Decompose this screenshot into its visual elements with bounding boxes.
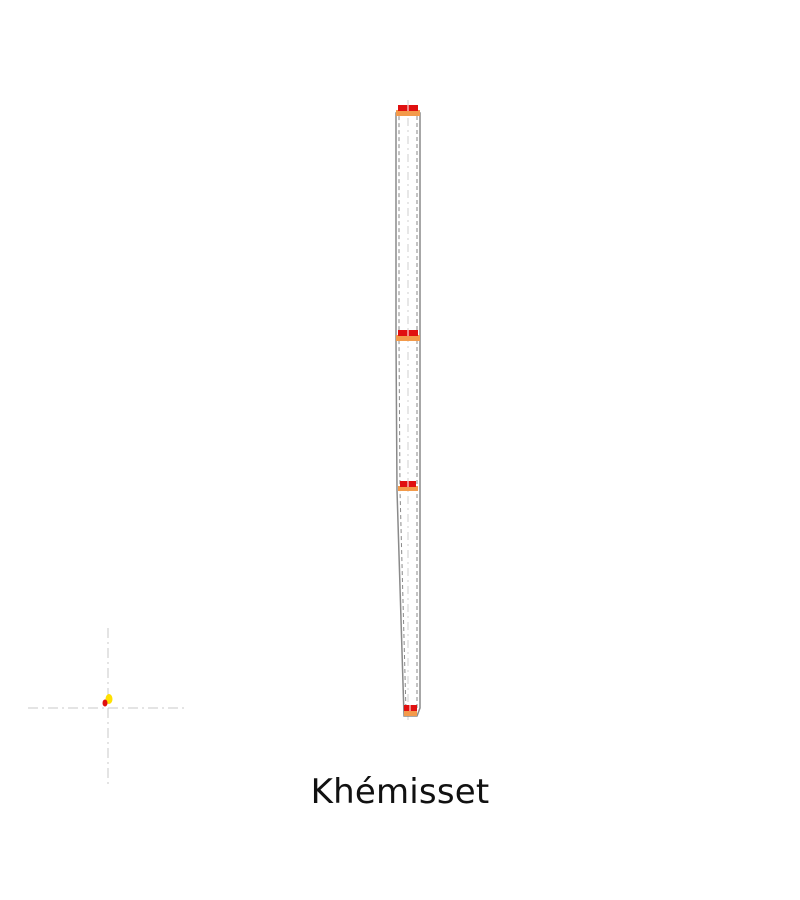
place-name-label: Khémisset [310, 772, 490, 812]
marker-top [396, 105, 420, 116]
crosshair-guide [28, 628, 188, 788]
origin-dot [102, 694, 113, 707]
origin-dot-red [102, 699, 108, 707]
marker-upper [396, 330, 420, 341]
column-outline-dashed [398, 112, 418, 713]
marker-bottom [404, 705, 417, 716]
marker-middle [398, 481, 418, 491]
